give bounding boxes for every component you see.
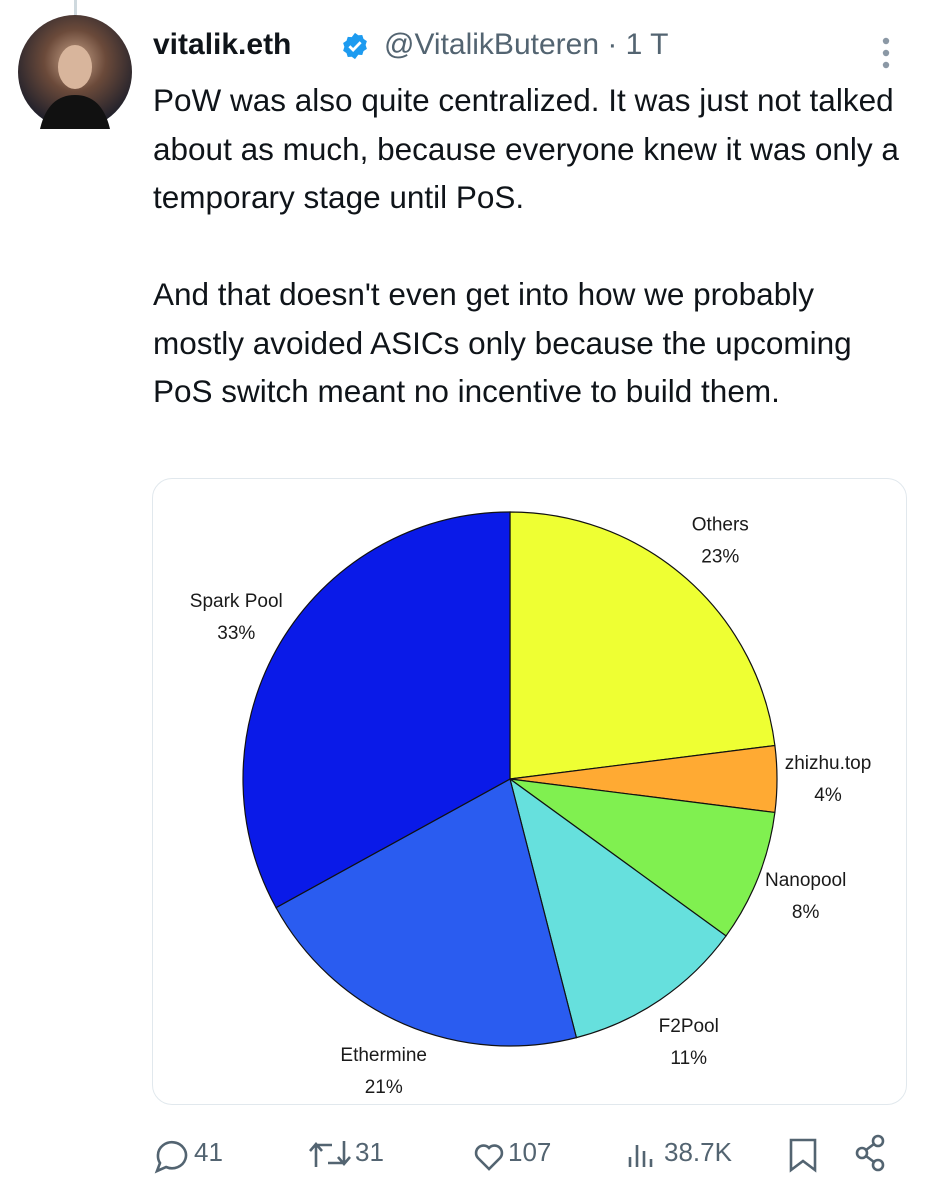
avatar[interactable] — [18, 15, 132, 129]
author-handle[interactable]: @VitalikButeren · 1 T — [384, 28, 669, 61]
like-count: 107 — [508, 1137, 551, 1167]
pie-slice — [509, 511, 776, 780]
slice-label: zhizhu.top — [785, 753, 872, 774]
bookmark-button[interactable] — [789, 1138, 817, 1173]
pie-slice — [242, 511, 511, 909]
views-button[interactable]: 38.7K — [628, 1137, 733, 1167]
paragraph: And that doesn't even get into how we pr… — [153, 276, 852, 409]
slice-value-label: 11% — [670, 1048, 707, 1069]
reply-button[interactable]: 41 — [154, 1137, 223, 1174]
repost-count: 31 — [355, 1137, 384, 1167]
repost-button[interactable]: 31 — [309, 1137, 384, 1167]
slice-label: Spark Pool — [190, 591, 283, 612]
pie-slice — [275, 778, 578, 1047]
slice-label: Nanopool — [765, 870, 846, 891]
slice-value-label: 4% — [814, 785, 842, 806]
slice-value-label: 33% — [217, 623, 255, 644]
verified-badge — [343, 32, 367, 60]
slice-label: Others — [692, 514, 749, 535]
slice-value-label: 23% — [701, 546, 739, 567]
more-menu[interactable] — [872, 36, 900, 72]
thread-line — [74, 0, 77, 24]
pie-chart: Others 23% zhizhu.top 4% Nanopool 8% F2Pool 11%… — [190, 511, 872, 1098]
paragraph: PoW was also quite centralized. It was j… — [153, 82, 899, 215]
slice-label: Ethermine — [340, 1045, 427, 1066]
media-card[interactable]: Others 23% zhizhu.top 4% Nanopool 8% F2Pool 11%… — [152, 478, 907, 1105]
pie-slice — [509, 778, 776, 937]
slice-value-label: 8% — [792, 902, 820, 923]
slice-value-label: 21% — [365, 1077, 403, 1098]
author-name[interactable]: vitalik.eth — [153, 28, 292, 61]
view-count: 38.7K — [664, 1137, 733, 1167]
tweet-text: PoW was also quite centralized. It was j… — [153, 76, 913, 464]
share-button[interactable] — [855, 1134, 885, 1172]
like-button[interactable]: 107 — [474, 1137, 551, 1171]
slice-label: F2Pool — [659, 1016, 719, 1037]
pie-slice — [509, 777, 727, 1039]
reply-count: 41 — [194, 1137, 223, 1167]
action-bar: 41 31 107 38.7K — [154, 1134, 885, 1174]
